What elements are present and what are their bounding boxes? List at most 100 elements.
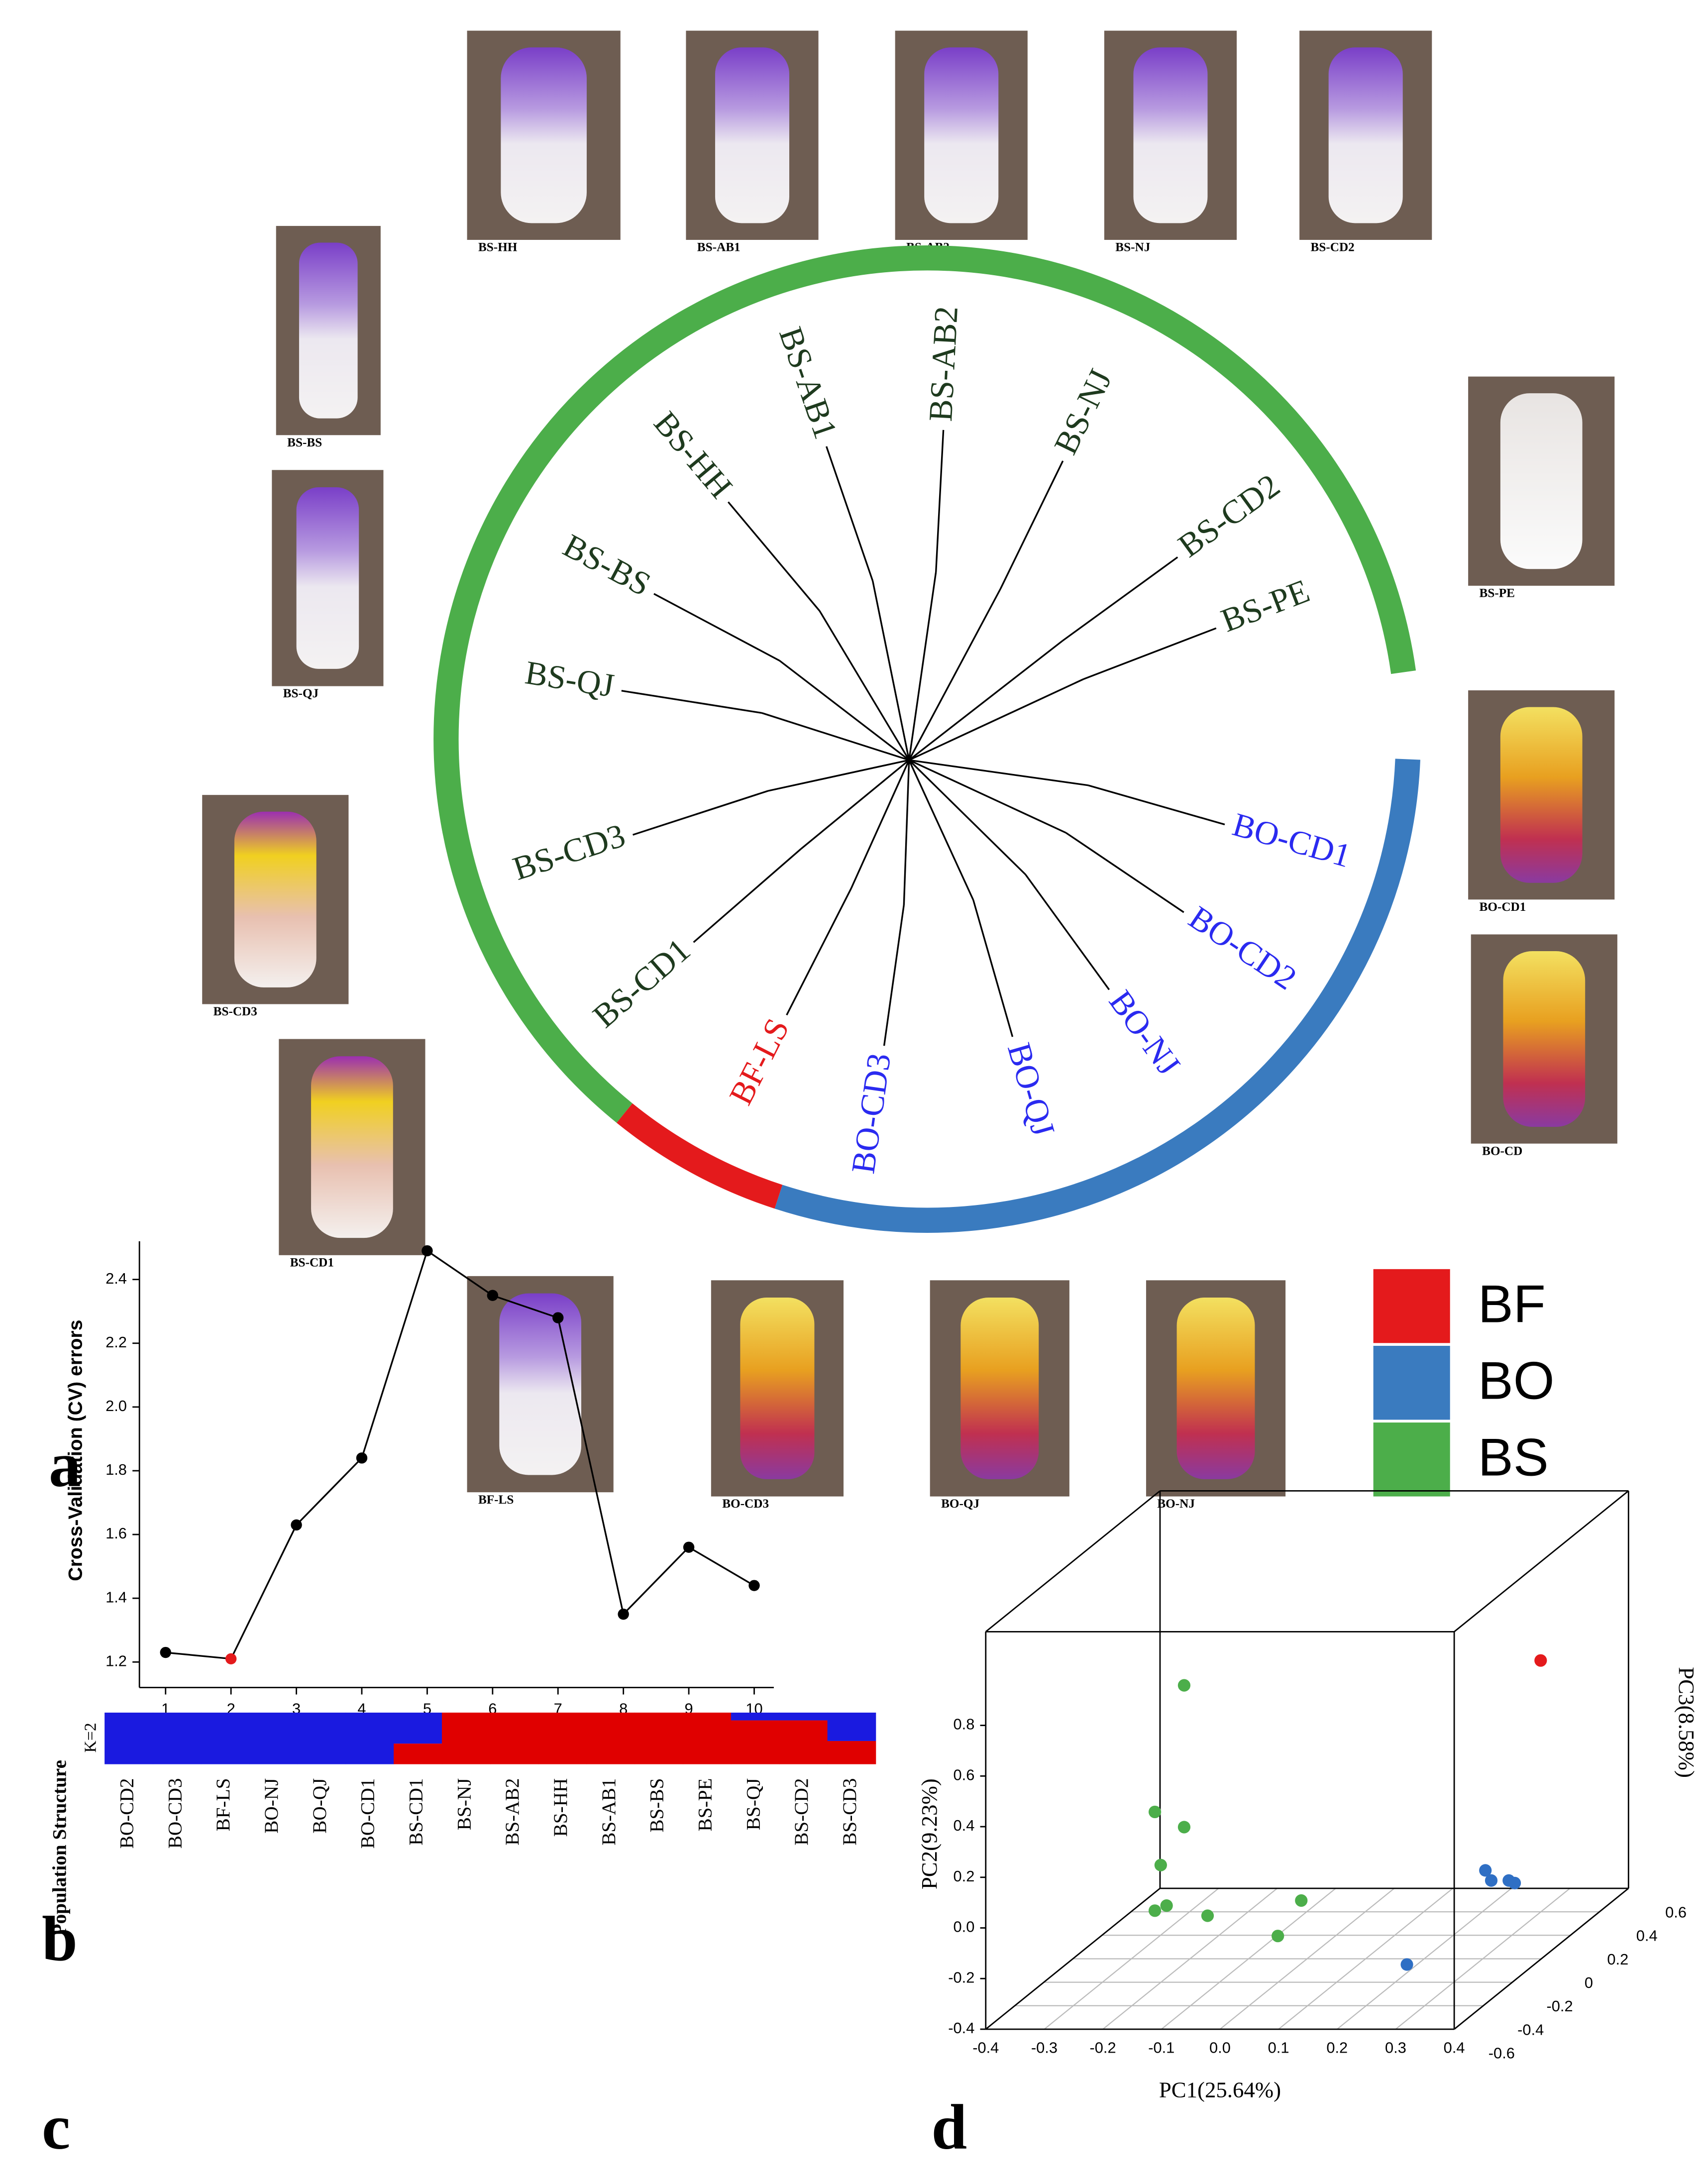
photo-label: BO-NJ xyxy=(1157,1497,1195,1511)
tree-branch xyxy=(1083,627,1217,680)
tree-branch xyxy=(767,759,910,792)
x-tick-label: BS-CD2 xyxy=(791,1778,812,1846)
x-tick-label: BO-QJ xyxy=(309,1778,330,1834)
z-axis-label: PC3(8.58%) xyxy=(1674,1667,1699,1778)
petal xyxy=(715,47,790,223)
tree-branch xyxy=(1062,556,1178,642)
ancestry-bar xyxy=(731,1720,780,1764)
cv-point xyxy=(422,1245,433,1257)
y-axis-label: Cross-Validation (CV) errors xyxy=(64,1319,86,1581)
pca-point xyxy=(1160,1899,1173,1912)
z-tick-label: -0.2 xyxy=(1547,1997,1573,2015)
legend-swatch xyxy=(1373,1269,1450,1343)
y-tick-label: 2.4 xyxy=(106,1270,127,1287)
ancestry-bar xyxy=(635,1712,683,1764)
x-tick-label: BS-NJ xyxy=(453,1778,475,1831)
y-tick-label: 1.8 xyxy=(106,1461,127,1478)
tree-branch xyxy=(633,790,768,836)
ancestry-bar xyxy=(249,1712,298,1764)
tree-branch xyxy=(883,904,905,1046)
ancestry-bar xyxy=(538,1712,587,1764)
ancestry-bar xyxy=(731,1712,780,1721)
legend-swatch xyxy=(1373,1422,1450,1497)
y-tick-label: 0.4 xyxy=(954,1817,975,1834)
legend-label: BO xyxy=(1478,1351,1555,1411)
z-tick-label: -0.4 xyxy=(1517,2021,1544,2038)
petal xyxy=(1176,1298,1255,1479)
photo-label: BS-CD2 xyxy=(1311,241,1355,254)
cv-point xyxy=(356,1452,368,1464)
ancestry-bar xyxy=(779,1712,828,1721)
x-tick-label: -0.1 xyxy=(1148,2039,1174,2056)
y-tick-label: 0.2 xyxy=(954,1867,975,1885)
x-tick-label: BF-LS xyxy=(213,1778,234,1832)
tree-branch xyxy=(908,759,1066,834)
x-tick-label: BO-CD1 xyxy=(357,1778,379,1849)
photo-label: BS-NJ xyxy=(1115,241,1150,254)
ancestry-bar xyxy=(827,1712,876,1741)
petal xyxy=(234,811,317,987)
photo-label: BF-LS xyxy=(478,1493,514,1507)
panel-label: b xyxy=(42,1903,78,1974)
group-ring xyxy=(616,1103,783,1209)
x-tick-label: BS-CD3 xyxy=(839,1778,860,1846)
ancestry-bar xyxy=(105,1712,153,1764)
pca-point xyxy=(1154,1858,1167,1871)
photo-label: BS-HH xyxy=(478,241,518,254)
photo-label: BS-CD3 xyxy=(213,1005,257,1018)
petal xyxy=(1500,707,1583,883)
x-tick-label: BS-CD1 xyxy=(406,1778,427,1846)
group-ring xyxy=(433,245,1416,1123)
photo-label: BS-CD1 xyxy=(290,1256,334,1269)
tree-branch xyxy=(1087,784,1225,826)
ancestry-bar xyxy=(441,1712,491,1764)
y-tick-label: 0.8 xyxy=(954,1716,975,1733)
pca-point xyxy=(1485,1874,1498,1887)
x-tick-label: -0.3 xyxy=(1031,2039,1058,2056)
y-tick-label: -0.4 xyxy=(948,2019,974,2037)
ancestry-bar xyxy=(152,1712,202,1764)
y-axis-label: PC2(9.23%) xyxy=(917,1778,942,1889)
tree-branch xyxy=(909,759,1088,786)
pca-point xyxy=(1508,1876,1521,1889)
x-tick-label: BS-QJ xyxy=(743,1778,764,1831)
petal xyxy=(1500,393,1583,569)
tree-branch xyxy=(908,678,1084,761)
ancestry-bar xyxy=(345,1712,394,1764)
cv-point xyxy=(683,1541,695,1553)
x-tick-label: BO-NJ xyxy=(261,1778,282,1834)
tree-branch xyxy=(1065,832,1184,913)
tree-branch xyxy=(728,501,821,612)
petal xyxy=(499,1293,582,1475)
ancestry-bar xyxy=(201,1712,250,1764)
cv-point xyxy=(618,1608,629,1620)
z-tick-label: 0.6 xyxy=(1665,1904,1687,1921)
petal xyxy=(1503,951,1586,1127)
x-tick-label: -0.2 xyxy=(1090,2039,1116,2056)
x-tick-label: 0.2 xyxy=(1326,2039,1348,2056)
y-tick-label: 1.6 xyxy=(106,1525,127,1542)
y-tick-label: -0.2 xyxy=(948,1968,974,1986)
x-tick-label: BS-AB2 xyxy=(502,1778,523,1846)
petal xyxy=(299,242,358,419)
y-tick-label: 0.0 xyxy=(954,1918,975,1936)
pca-point xyxy=(1534,1654,1547,1667)
tree-branch xyxy=(908,572,937,761)
photo-label: BS-AB1 xyxy=(697,241,741,254)
x-axis-label: PC1(25.64%) xyxy=(1159,2077,1281,2102)
y-tick-label: 2.0 xyxy=(106,1397,127,1415)
z-tick-label: 0.4 xyxy=(1636,1927,1658,1945)
cv-point xyxy=(552,1312,564,1323)
tree-branch xyxy=(908,588,1001,761)
ancestry-bar xyxy=(490,1712,539,1764)
cv-line xyxy=(165,1249,755,1660)
box-edge xyxy=(985,1490,1161,1633)
x-tick-label: BS-BS xyxy=(646,1778,668,1833)
photo-label: BO-CD3 xyxy=(722,1497,769,1511)
k-label: K=2 xyxy=(82,1723,100,1752)
legend-swatch xyxy=(1373,1345,1450,1420)
box-edge xyxy=(985,1887,1161,2030)
tree-branch xyxy=(761,712,910,761)
